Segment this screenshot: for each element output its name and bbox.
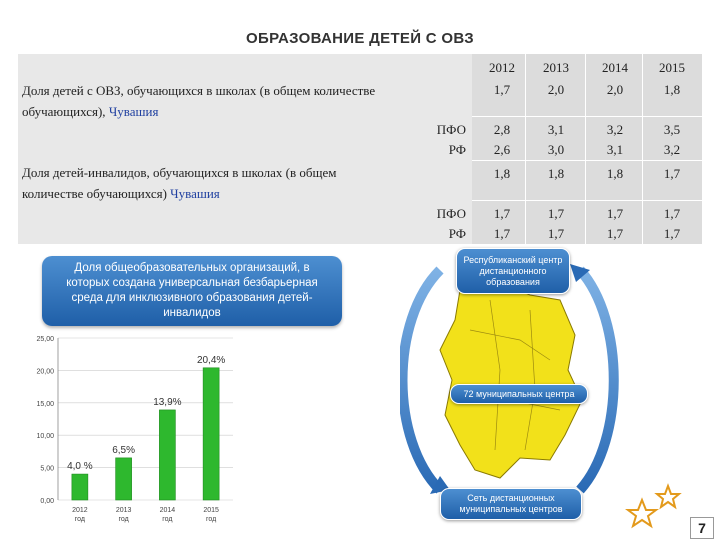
table-cell: 1,7 [663,226,681,241]
section2-label-line2: количестве обучающихся) [22,186,167,201]
column-divider [642,54,643,244]
table-cell: 1,8 [663,82,681,97]
data-label: 6,5% [112,445,135,456]
data-label: 4,0 % [67,461,93,472]
table-cell: 2,0 [547,82,565,97]
row-divider [472,116,702,117]
table-cell: 1,7 [606,226,624,241]
chart-callout: Доля общеобразовательных организаций, в … [42,256,342,326]
y-tick-label: 5,00 [40,466,54,473]
bar [115,457,132,501]
row-divider [472,160,702,161]
table-cell: 3,5 [663,122,681,137]
table-cell: 3,0 [547,142,565,157]
table-cell: 1,7 [663,206,681,221]
y-tick-label: 20,00 [36,368,54,375]
table-cell: 3,2 [606,122,624,137]
table-label-area [18,54,472,244]
section1-region: Чувашия [108,104,159,119]
y-tick-label: 10,00 [36,433,54,440]
y-tick-label: 0,00 [40,498,54,505]
x-tick-label: год [162,516,172,523]
bar [159,409,176,501]
map-mid-label: 72 муниципальных центра [450,384,588,404]
section1-label-line2: обучающихся), [22,104,106,119]
data-label: 20,4% [197,355,225,366]
row-divider [472,200,702,201]
map-graphic [397,264,619,494]
x-tick-label: 2015 [203,507,219,514]
x-tick-label: 2012 [72,507,88,514]
x-tick-label: год [75,516,85,523]
pfo-label: ПФО [436,206,466,221]
table-values-area [472,54,702,244]
map-top-label-text: Республиканский центр дистанционного обр… [463,254,563,287]
callout-text: Доля общеобразовательных организаций, в … [66,262,318,319]
x-tick-label: 2014 [160,507,176,514]
section2-label: Доля детей-инвалидов, обучающихся в школ… [22,162,336,204]
year-header: 2014 [602,60,628,75]
year-header: 2012 [489,60,515,75]
table-cell: 1,7 [606,206,624,221]
map-illustration: Республиканский центр дистанционного обр… [397,240,620,525]
table-cell: 2,6 [493,142,511,157]
map-top-label: Республиканский центр дистанционного обр… [456,248,570,294]
table-cell: 1,7 [493,82,511,97]
section2-region: Чувашия [170,186,220,201]
section1-label: Доля детей с ОВЗ, обучающихся в школах (… [22,80,375,122]
year-header: 2015 [659,60,685,75]
table-cell: 1,8 [493,166,511,181]
table-cell: 1,8 [606,166,624,181]
arrow-head [570,264,590,282]
table-cell: 3,1 [547,122,565,137]
pfo-label: ПФО [436,122,466,137]
rf-label: РФ [448,142,466,157]
table-cell: 1,7 [493,206,511,221]
x-tick-label: 2013 [116,507,132,514]
x-tick-label: год [206,516,216,523]
y-tick-label: 25,00 [36,336,54,343]
map-bottom-label: Сеть дистанционных муниципальных центров [440,488,582,520]
table-cell: 1,8 [547,166,565,181]
column-divider [585,54,586,244]
section1-label-line1: Доля детей с ОВЗ, обучающихся в школах (… [22,83,376,98]
decorative-stars-icon [625,483,682,529]
table-cell: 3,2 [663,142,681,157]
circular-arrow-left [397,266,444,494]
map-bottom-label-text: Сеть дистанционных муниципальных центров [459,493,563,514]
page-number: 7 [690,517,714,539]
data-label: 13,9% [153,397,181,408]
circular-arrow-right [576,266,619,494]
table-cell: 2,8 [493,122,511,137]
rf-label: РФ [448,226,466,241]
region-map-shape [439,279,583,479]
bar [202,367,220,501]
year-header: 2013 [543,60,569,75]
bar [71,473,89,501]
table-cell: 3,1 [606,142,624,157]
y-tick-label: 15,00 [36,401,54,408]
x-tick-label: год [119,516,129,523]
table-cell: 1,7 [547,226,565,241]
table-cell: 1,7 [663,166,681,181]
map-mid-label-text: 72 муниципальных центра [463,388,575,399]
column-divider [525,54,526,244]
table-cell: 1,7 [547,206,565,221]
bar-chart: 0,00 5,00 10,00 15,00 20,00 25,00 4,0 % 2012 год… [36,336,233,523]
page-title: ОБРАЗОВАНИЕ ДЕТЕЙ С ОВЗ [246,30,474,47]
section2-label-line1: Доля детей-инвалидов, обучающихся в школ… [22,165,337,180]
table-cell: 1,7 [493,226,511,241]
table-cell: 2,0 [606,82,624,97]
